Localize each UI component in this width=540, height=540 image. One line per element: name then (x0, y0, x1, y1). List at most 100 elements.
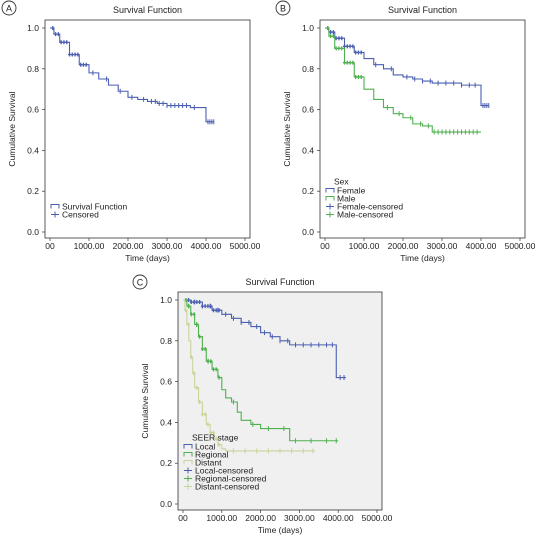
censor-mark (187, 322, 191, 327)
censor-mark (345, 44, 349, 49)
censor-mark (189, 300, 193, 305)
x-tick-label: 4000.00 (323, 513, 354, 523)
y-tick-label: 0.4 (302, 145, 314, 155)
survival-curve-survival function (50, 27, 214, 123)
x-tick-label: 5000.00 (505, 241, 536, 251)
legend-item: Male-censored (337, 210, 393, 220)
legend: SexFemaleMaleFemale-censoredMale-censore… (325, 177, 403, 220)
censor-mark (73, 52, 77, 57)
y-tick-label: 0.6 (160, 377, 172, 387)
legend-item: Female (337, 186, 366, 196)
censor-mark (351, 44, 355, 49)
censor-mark (54, 32, 58, 37)
censor-mark (343, 44, 346, 49)
y-axis-label: Cumulative Survival (7, 91, 17, 166)
panel-badge (275, 0, 291, 16)
censor-mark (192, 371, 196, 376)
y-tick-label: 0.2 (160, 458, 172, 468)
censor-mark (209, 304, 213, 309)
censor-mark (211, 308, 215, 313)
y-tick-label: 1.0 (27, 23, 39, 33)
plot-area (319, 19, 526, 239)
y-tick-label: 0.6 (302, 105, 314, 115)
panel-label: C (137, 278, 144, 288)
censor-mark (334, 46, 338, 51)
x-tick-label: 00 (178, 513, 188, 523)
legend-swatch (184, 475, 192, 482)
censor-mark (192, 312, 196, 317)
legend-item: Distant (195, 458, 222, 468)
censor-mark (206, 359, 210, 364)
legend-swatch (325, 188, 335, 193)
chart-title: Survival Function (388, 5, 457, 15)
censor-mark (214, 308, 218, 313)
chart-panel-a: A Survival Function 0.0 0.2 0.4 0.6 0.8 1.0 00 10… (1, 0, 261, 263)
censor-mark (195, 300, 199, 305)
censor-mark (359, 74, 363, 79)
censor-mark (348, 44, 352, 49)
x-tick-label: 1000.00 (206, 513, 237, 523)
legend-item: Male (337, 194, 356, 204)
censor-mark (84, 62, 88, 67)
legend-item: Distant-censored (195, 482, 260, 492)
censor-mark (200, 346, 204, 351)
legend-swatch (326, 211, 334, 218)
legend-item: Regional-censored (195, 474, 267, 484)
legend-item: Regional (195, 450, 229, 460)
y-tick-label: 0.2 (27, 186, 39, 196)
series-survival function (50, 26, 215, 125)
censor-mark (337, 36, 341, 41)
x-axis-label: Time (days) (400, 253, 445, 263)
plot-area (177, 291, 383, 511)
y-tick-label: 0.8 (160, 336, 172, 346)
legend-swatch (325, 196, 335, 201)
censor-mark (337, 46, 341, 51)
y-tick-label: 0.0 (302, 227, 314, 237)
x-tick-label: 00 (45, 241, 55, 251)
x-tick-label: 1000.00 (74, 241, 105, 251)
series-female (325, 26, 490, 109)
censor-mark (59, 40, 63, 45)
censor-mark (203, 412, 207, 417)
censor-mark (340, 36, 344, 41)
x-tick-label: 2000.00 (245, 513, 276, 523)
censor-mark (217, 442, 221, 447)
censor-mark (359, 50, 363, 55)
censor-mark (354, 50, 358, 55)
censor-mark (340, 46, 344, 51)
legend-title: Sex (334, 177, 349, 187)
y-axis-label: Cumulative Survival (140, 363, 150, 438)
legend-item: Survival Function (62, 202, 127, 212)
series-male (325, 26, 481, 135)
censor-mark (198, 300, 202, 305)
legend-item: Local (195, 442, 215, 452)
legend-swatch (183, 444, 193, 449)
censor-mark (326, 26, 330, 30)
legend-swatch (184, 483, 192, 490)
x-tick-label: 2000.00 (388, 241, 419, 251)
censor-mark (356, 74, 360, 79)
survival-curve-regional (183, 299, 339, 442)
panel-label: A (6, 4, 12, 14)
censor-mark (331, 34, 335, 39)
censor-mark (211, 367, 215, 372)
censor-mark (187, 298, 191, 302)
censor-mark (79, 62, 83, 67)
censor-mark (206, 304, 210, 309)
legend-swatch (183, 452, 193, 457)
censor-mark (217, 375, 221, 380)
censor-mark (189, 355, 193, 360)
legend-item: Female-censored (337, 202, 403, 212)
censor-mark (209, 359, 213, 364)
censor-mark (331, 30, 335, 35)
x-tick-label: 3000.00 (284, 513, 315, 523)
y-tick-label: 0.8 (302, 64, 314, 74)
censor-mark (354, 74, 358, 79)
y-axis-label: Cumulative Survival (282, 91, 292, 166)
series-regional (183, 298, 339, 444)
x-tick-label: 3000.00 (427, 241, 458, 251)
y-tick-label: 0.2 (302, 186, 314, 196)
censor-mark (184, 308, 188, 313)
censor-mark (351, 60, 355, 65)
